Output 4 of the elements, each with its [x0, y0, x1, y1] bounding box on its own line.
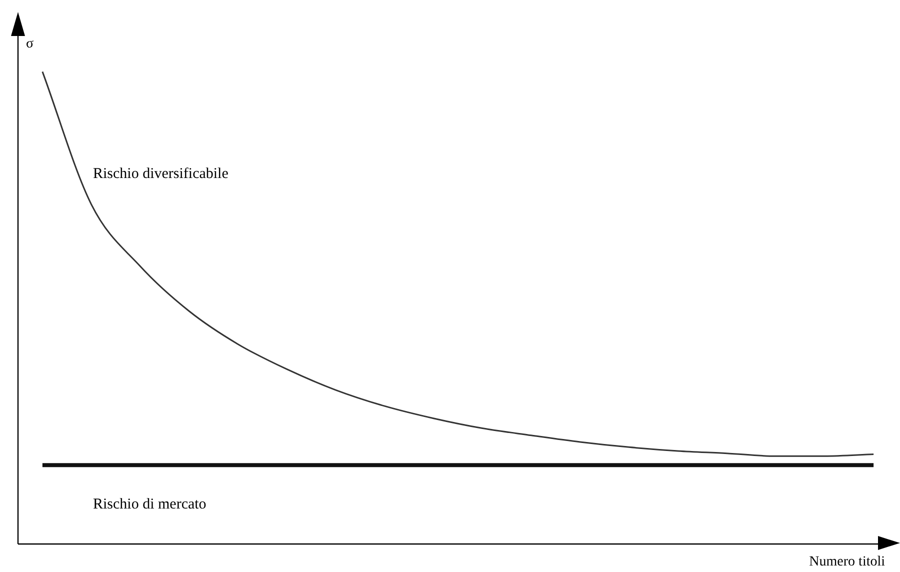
y-axis-title: σ: [26, 36, 34, 52]
annotation: Rischio di mercato: [93, 496, 206, 512]
annotation: Rischio diversificabile: [93, 166, 229, 182]
x-axis-title: Numero titoli: [809, 554, 886, 570]
